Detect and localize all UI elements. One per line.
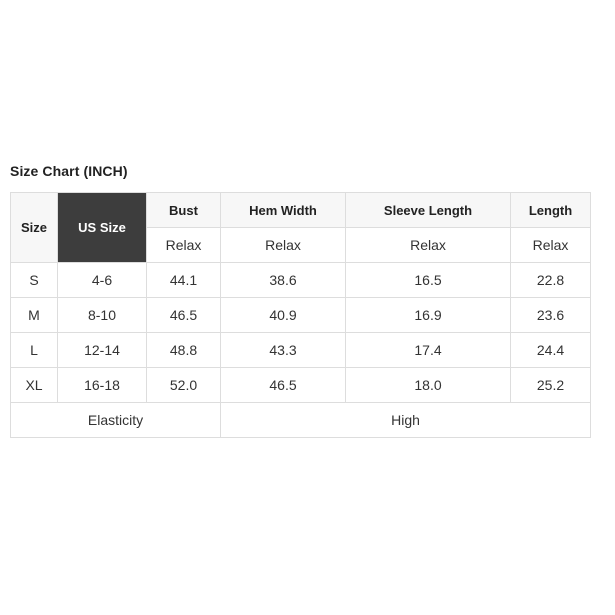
value-cell-length: 23.6 [510,297,591,333]
fit-label-bust: Relax [146,227,221,263]
value-cell-bust: 44.1 [146,262,221,298]
size-cell: L [10,332,58,368]
value-cell-length: 22.8 [510,262,591,298]
sleeve-length-column-header: Sleeve Length [345,192,511,228]
value-cell-hem-width: 40.9 [220,297,346,333]
value-cell-sleeve-length: 18.0 [345,367,511,403]
us-size-cell: 16-18 [57,367,147,403]
us-size-column-header: US Size [57,192,147,263]
value-cell-sleeve-length: 17.4 [345,332,511,368]
value-cell-sleeve-length: 16.5 [345,262,511,298]
us-size-cell: 12-14 [57,332,147,368]
size-cell: S [10,262,58,298]
value-cell-hem-width: 46.5 [220,367,346,403]
size-chart-table: Size US Size Bust Hem Width Sleeve Lengt… [10,192,591,438]
size-column-header: Size [10,192,58,263]
size-cell: M [10,297,58,333]
us-size-cell: 8-10 [57,297,147,333]
value-cell-bust: 48.8 [146,332,221,368]
value-cell-bust: 52.0 [146,367,221,403]
table-row-s: S 4-6 44.1 38.6 16.5 22.8 [10,262,591,298]
hem-width-column-header: Hem Width [220,192,346,228]
elasticity-label: Elasticity [10,402,221,438]
us-size-cell: 4-6 [57,262,147,298]
fit-label-sleeve-length: Relax [345,227,511,263]
footer-row: Elasticity High [10,402,591,438]
elasticity-value: High [220,402,591,438]
table-row-m: M 8-10 46.5 40.9 16.9 23.6 [10,297,591,333]
value-cell-sleeve-length: 16.9 [345,297,511,333]
header-row-fit: Relax Relax Relax Relax [11,227,591,263]
bust-column-header: Bust [146,192,221,228]
header-row-measurements: Size US Size Bust Hem Width Sleeve Lengt… [10,192,591,263]
value-cell-hem-width: 38.6 [220,262,346,298]
value-cell-length: 25.2 [510,367,591,403]
size-cell: XL [10,367,58,403]
length-column-header: Length [510,192,591,228]
table-row-l: L 12-14 48.8 43.3 17.4 24.4 [10,332,591,368]
page-title: Size Chart (INCH) [10,163,128,179]
value-cell-hem-width: 43.3 [220,332,346,368]
value-cell-bust: 46.5 [146,297,221,333]
value-cell-length: 24.4 [510,332,591,368]
fit-label-hem-width: Relax [220,227,346,263]
fit-label-length: Relax [510,227,591,263]
table-row-xl: XL 16-18 52.0 46.5 18.0 25.2 [10,367,591,403]
